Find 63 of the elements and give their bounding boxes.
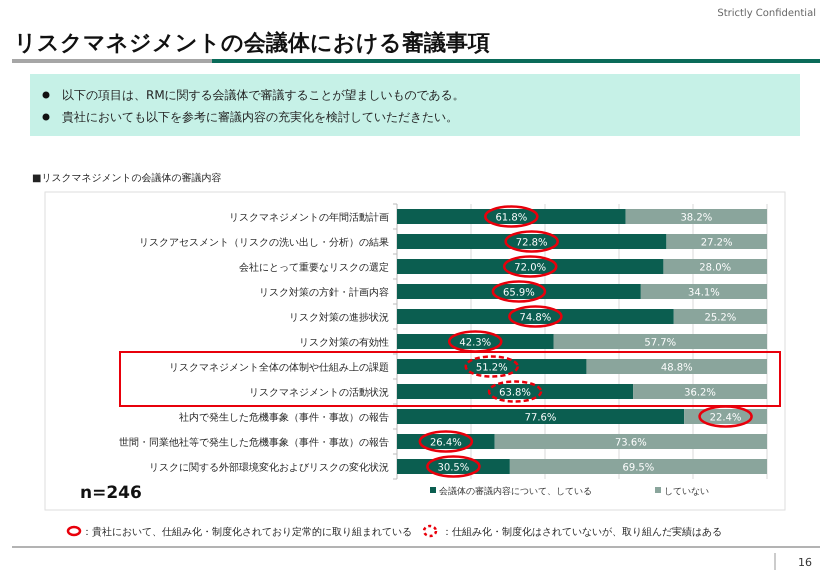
data-label: 74.8% bbox=[519, 312, 552, 324]
bar bbox=[626, 209, 767, 224]
data-label: 27.2% bbox=[700, 238, 733, 248]
bar bbox=[663, 259, 767, 274]
data-label: 48.8% bbox=[660, 362, 693, 374]
data-label: 28.0% bbox=[699, 262, 732, 274]
data-label: 73.6% bbox=[614, 438, 647, 448]
legend-label: 会議体の審議内容について、している bbox=[439, 486, 592, 497]
y-tick-label: リスク対策の進捗状況 bbox=[289, 312, 389, 324]
bar bbox=[397, 284, 641, 299]
text: ■リスクマネジメントの会議体の審議内容 bbox=[32, 172, 222, 184]
data-label: 30.5% bbox=[438, 462, 470, 474]
text: Strictly Confidential bbox=[717, 8, 816, 19]
chart-title: リスクマネジメントの会議体における審議事項 bbox=[14, 30, 490, 56]
data-label: 57.7% bbox=[644, 338, 676, 348]
bar bbox=[397, 309, 674, 324]
bar bbox=[494, 434, 767, 449]
data-label: 22.4% bbox=[710, 412, 742, 424]
data-label: 63.8% bbox=[499, 388, 531, 398]
legend-label: していない bbox=[664, 487, 709, 497]
data-label: 65.9% bbox=[503, 288, 535, 298]
data-label: 72.8% bbox=[516, 238, 548, 248]
text: 以下の項目は、RMに関する会議体で審議することが望ましいものである。 bbox=[62, 88, 465, 102]
data-label: 26.4% bbox=[430, 438, 462, 448]
text: 16 bbox=[798, 556, 812, 569]
y-tick-label: リスク対策の方針・計画内容 bbox=[259, 286, 389, 298]
bar bbox=[397, 359, 586, 374]
bar bbox=[397, 259, 664, 274]
y-tick-label: リスクマネジメント全体の体制や仕組み上の課題 bbox=[169, 362, 389, 374]
text: ：仕組み化・制度化はされていないが、取り組んだ実績はある bbox=[442, 526, 722, 538]
bar bbox=[666, 234, 767, 249]
y-tick-label: リスク対策の有効性 bbox=[299, 336, 389, 348]
data-label: 34.1% bbox=[688, 288, 720, 298]
y-tick-label: リスクマネジメントの年間活動計画 bbox=[229, 212, 389, 224]
data-label: 25.2% bbox=[704, 312, 736, 324]
y-tick-label: 世間・同業他社等で発生した危機事象（事件・事故）の報告 bbox=[119, 436, 389, 448]
bar bbox=[586, 359, 767, 374]
bar bbox=[397, 334, 554, 349]
y-tick-label: リスクアセスメント（リスクの洗い出し・分析）の結果 bbox=[139, 236, 389, 248]
text: ：貴社において、仕組み化・制度化されており定常的に取り組まれている bbox=[82, 526, 412, 538]
data-label: 72.0% bbox=[514, 262, 546, 274]
bar bbox=[510, 459, 767, 474]
data-label: 61.8% bbox=[495, 212, 528, 224]
bar bbox=[397, 209, 626, 224]
data-label: 38.2% bbox=[680, 212, 712, 224]
bar bbox=[674, 309, 767, 324]
text: n=246 bbox=[80, 483, 142, 503]
text: 貴社においても以下を参考に審議内容の充実化を検討していただきたい。 bbox=[62, 110, 458, 124]
bar bbox=[397, 384, 634, 399]
bar bbox=[633, 384, 767, 399]
bar bbox=[397, 409, 684, 424]
data-label: 36.2% bbox=[684, 388, 716, 398]
bar bbox=[640, 284, 767, 299]
bar bbox=[397, 234, 666, 249]
y-tick-label: リスクマネジメントの活動状況 bbox=[249, 386, 389, 398]
data-label: 69.5% bbox=[622, 462, 654, 474]
data-label: 42.3% bbox=[459, 338, 492, 348]
y-tick-label: 会社にとって重要なリスクの選定 bbox=[239, 262, 389, 274]
data-label: 51.2% bbox=[476, 362, 508, 374]
bar bbox=[554, 334, 767, 349]
y-tick-label: 社内で発生した危機事象（事件・事故）の報告 bbox=[179, 412, 389, 424]
y-tick-label: リスクに関する外部環境変化およびリスクの変化状況 bbox=[149, 462, 389, 474]
data-label: 77.6% bbox=[524, 412, 556, 424]
